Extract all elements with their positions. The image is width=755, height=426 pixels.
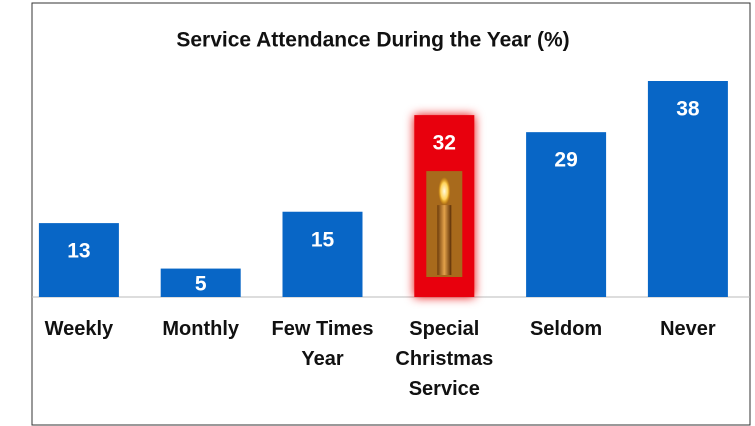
frame bbox=[32, 3, 750, 425]
value-label: 5 bbox=[195, 272, 207, 295]
x-tick-label: Seldom bbox=[508, 314, 624, 344]
candle bbox=[437, 205, 451, 275]
value-label: 38 bbox=[676, 98, 700, 121]
x-tick-label: Few Times Year bbox=[265, 314, 381, 374]
chart-title: Service Attendance During the Year (%) bbox=[176, 29, 569, 52]
value-label: 32 bbox=[433, 132, 456, 155]
value-label: 15 bbox=[311, 228, 335, 251]
x-tick-label: Never bbox=[630, 314, 746, 344]
x-tick-label: Weekly bbox=[21, 314, 137, 344]
bar bbox=[283, 212, 363, 297]
x-tick-label: Monthly bbox=[143, 314, 259, 344]
value-label: 13 bbox=[67, 240, 90, 263]
x-tick-label: Special Christmas Service bbox=[394, 314, 494, 404]
flame bbox=[438, 177, 450, 205]
value-label: 29 bbox=[554, 149, 577, 172]
page: Service Attendance During the Year (%) 1… bbox=[0, 0, 755, 426]
